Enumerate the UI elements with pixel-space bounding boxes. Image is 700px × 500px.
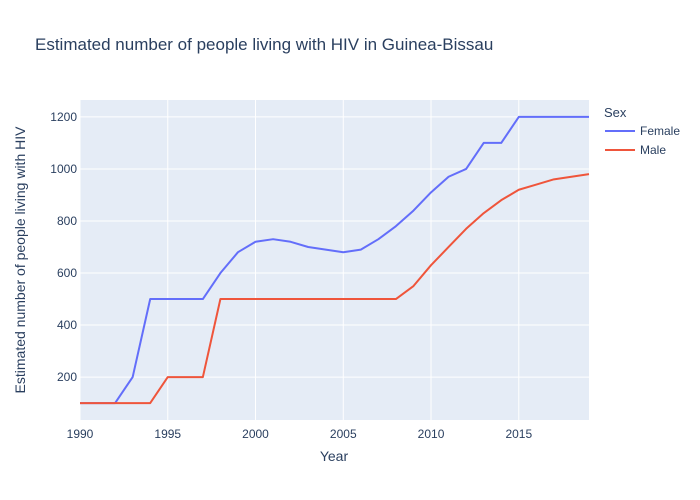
x-axis-title: Year <box>320 448 349 464</box>
legend-item-female[interactable]: Female <box>605 124 680 138</box>
y-axis-title: Estimated number of people living with H… <box>12 126 28 394</box>
series-lines <box>80 115 590 405</box>
x-tick-label: 1995 <box>154 427 181 441</box>
plot-area <box>80 100 589 420</box>
x-tick-label: 2015 <box>505 427 532 441</box>
y-tick-label: 400 <box>57 318 77 332</box>
legend-label: Male <box>640 143 666 157</box>
y-tick-label: 600 <box>57 266 77 280</box>
legend[interactable]: Sex Female Male <box>604 105 680 157</box>
y-axis-ticks: 200 400 600 800 1000 1200 <box>50 110 77 384</box>
x-tick-label: 1990 <box>67 427 94 441</box>
legend-items: Female Male <box>605 124 680 157</box>
x-tick-label: 2010 <box>418 427 445 441</box>
y-tick-label: 800 <box>57 214 77 228</box>
series-line-female[interactable] <box>80 115 589 405</box>
y-tick-label: 1000 <box>50 162 77 176</box>
gridlines <box>79 100 589 420</box>
legend-label: Female <box>640 124 680 138</box>
x-tick-label: 2000 <box>242 427 269 441</box>
x-axis-ticks: 1990 1995 2000 2005 2010 2015 <box>67 427 533 441</box>
x-tick-label: 2005 <box>330 427 357 441</box>
y-tick-label: 1200 <box>50 110 77 124</box>
legend-title: Sex <box>604 105 627 120</box>
chart-title: Estimated number of people living with H… <box>35 35 493 54</box>
legend-item-male[interactable]: Male <box>605 143 666 157</box>
y-tick-label: 200 <box>57 370 77 384</box>
series-line-male[interactable] <box>80 173 590 405</box>
